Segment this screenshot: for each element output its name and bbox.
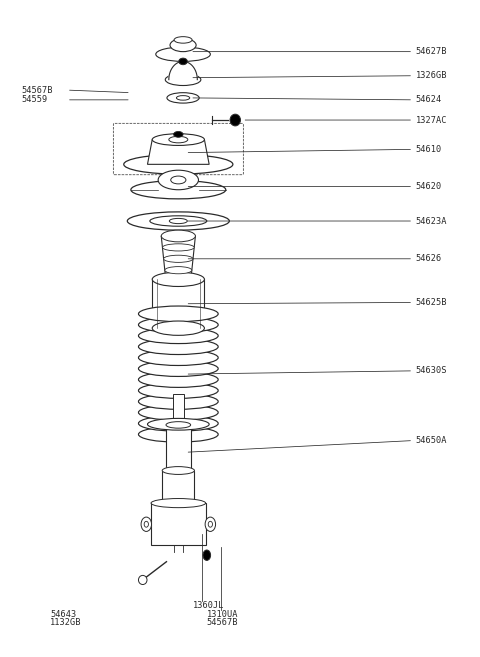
Text: 54630S: 54630S [416,367,447,375]
Polygon shape [169,61,197,79]
Ellipse shape [208,521,213,527]
Ellipse shape [166,277,191,286]
Ellipse shape [141,517,152,532]
Polygon shape [161,236,195,282]
Ellipse shape [205,517,216,532]
Ellipse shape [124,154,233,174]
Ellipse shape [166,467,191,474]
Ellipse shape [131,181,226,199]
Text: 54559: 54559 [22,95,48,104]
Ellipse shape [138,350,218,365]
Ellipse shape [166,422,191,428]
Ellipse shape [152,321,204,335]
Ellipse shape [156,47,210,61]
Ellipse shape [138,328,218,344]
Ellipse shape [144,521,148,527]
Ellipse shape [138,372,218,388]
Text: 54625B: 54625B [416,298,447,307]
Ellipse shape [138,576,147,585]
Ellipse shape [138,383,218,398]
Polygon shape [152,279,204,328]
Ellipse shape [138,361,218,376]
Ellipse shape [179,58,187,64]
Bar [162,470,194,507]
Polygon shape [137,314,220,434]
Text: 54624: 54624 [416,95,442,104]
Text: 1360JL: 1360JL [192,600,224,610]
Ellipse shape [152,134,204,145]
Ellipse shape [167,93,199,103]
Ellipse shape [165,267,192,274]
Text: 54626: 54626 [416,254,442,263]
Ellipse shape [162,244,194,251]
Ellipse shape [138,317,218,332]
Ellipse shape [169,136,188,143]
Ellipse shape [174,37,192,43]
Text: 54610: 54610 [416,145,442,154]
Ellipse shape [177,96,190,100]
Ellipse shape [158,170,199,190]
Ellipse shape [171,176,186,184]
Bar [173,394,183,423]
Ellipse shape [203,550,211,560]
Ellipse shape [164,255,193,262]
Ellipse shape [127,212,229,230]
Ellipse shape [138,339,218,355]
Text: 54643: 54643 [50,610,76,619]
Bar [151,503,205,545]
Ellipse shape [138,306,218,322]
Polygon shape [147,139,209,164]
Text: 1132GB: 1132GB [50,618,82,627]
Ellipse shape [138,405,218,420]
Text: 1327AC: 1327AC [416,116,447,125]
Text: 54567B: 54567B [207,618,238,627]
Ellipse shape [165,74,201,85]
Text: 54567B: 54567B [22,85,53,95]
Ellipse shape [138,416,218,431]
Ellipse shape [174,131,183,137]
Ellipse shape [169,218,187,223]
Ellipse shape [150,215,207,226]
Ellipse shape [162,466,194,474]
Ellipse shape [138,394,218,409]
Bar [166,425,191,470]
Ellipse shape [230,114,240,126]
Text: 54623A: 54623A [416,217,447,225]
Text: 54620: 54620 [416,182,442,191]
Text: 54627B: 54627B [416,47,447,56]
Ellipse shape [170,39,196,52]
Text: 54650A: 54650A [416,436,447,445]
Ellipse shape [138,426,218,442]
Ellipse shape [151,499,205,508]
Ellipse shape [147,419,209,430]
Text: 1326GB: 1326GB [416,71,447,80]
Ellipse shape [152,272,204,286]
Ellipse shape [161,230,195,242]
Text: 1310UA: 1310UA [207,610,238,619]
Bar [173,314,183,434]
